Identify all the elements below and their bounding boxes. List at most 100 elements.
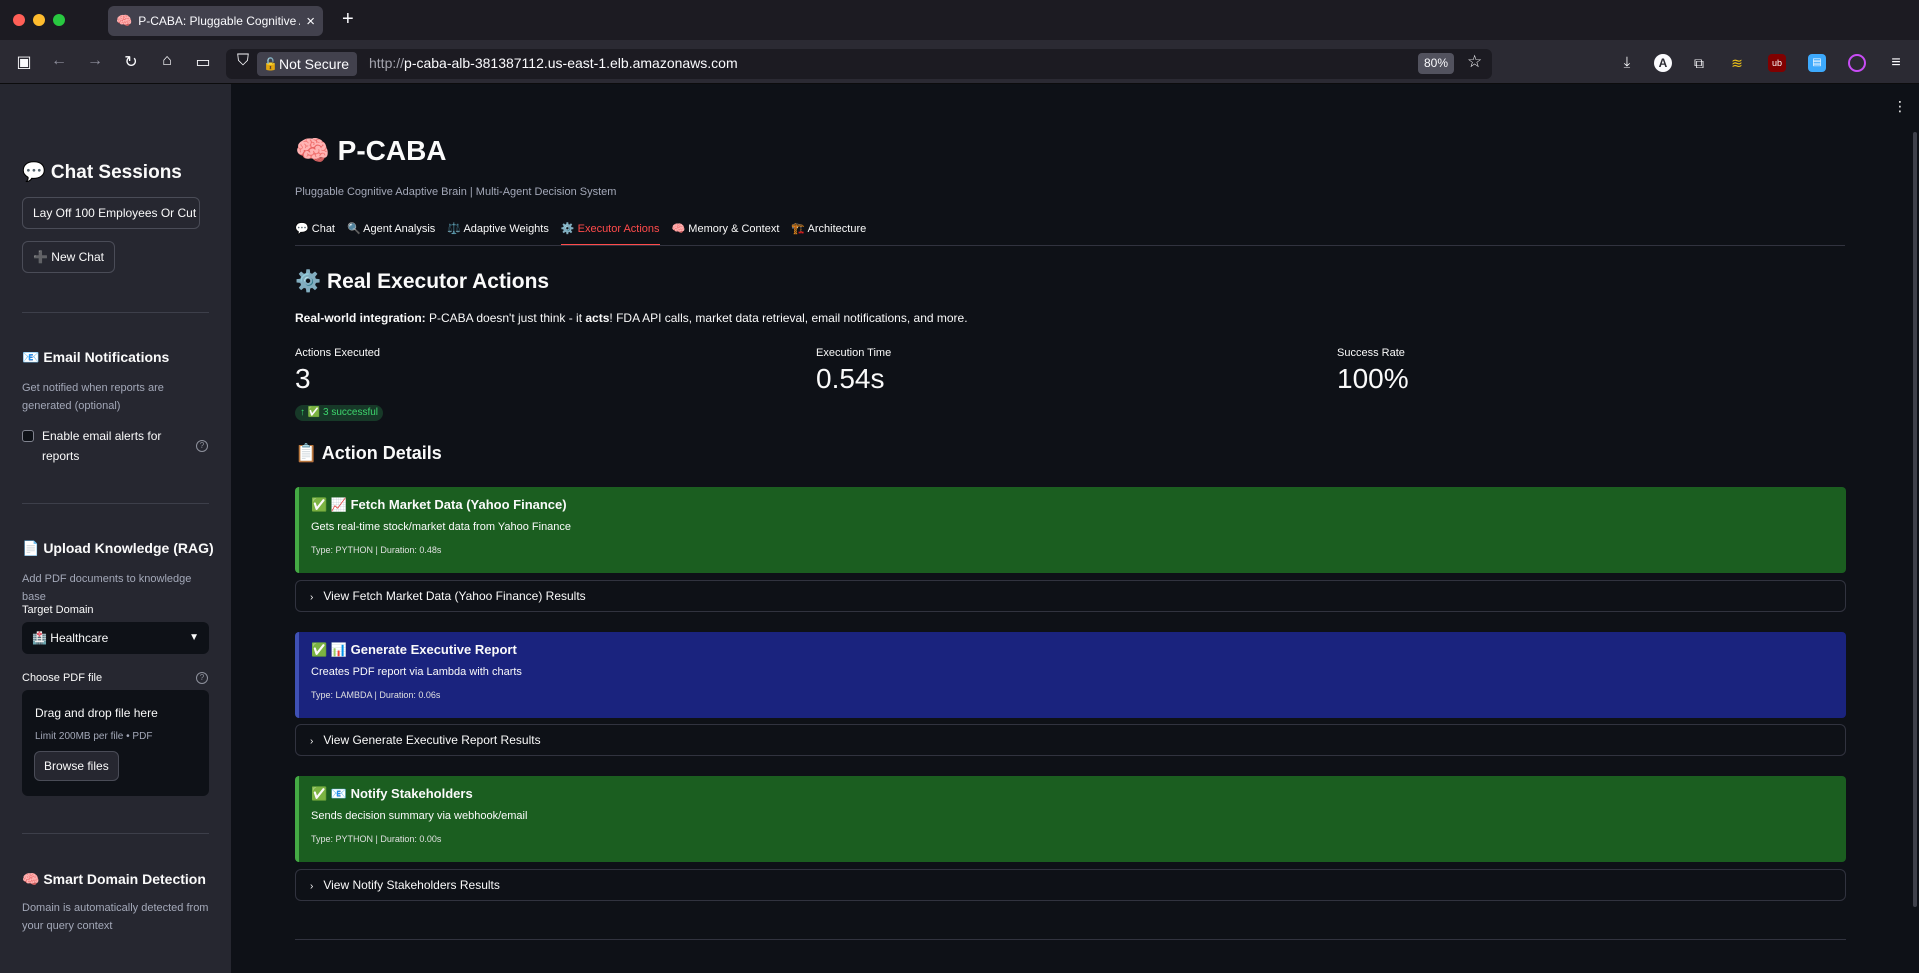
action-description: Creates PDF report via Lambda with chart… [311, 666, 522, 678]
ublock-icon[interactable]: ub [1768, 54, 1786, 72]
divider [295, 939, 1846, 940]
help-icon[interactable]: ? [196, 440, 208, 452]
zoom-level[interactable]: 80% [1418, 53, 1455, 74]
divider [22, 833, 209, 834]
session-item[interactable]: Lay Off 100 Employees Or Cut [22, 197, 200, 229]
action-meta: Type: PYTHON | Duration: 0.48s [311, 545, 442, 555]
close-tab-icon[interactable]: × [306, 12, 315, 30]
dropzone-title: Drag and drop file here [35, 706, 158, 720]
lock-warning-icon: 🔓 [263, 57, 278, 71]
tab-architecture[interactable]: 🏗️ Architecture [791, 223, 867, 235]
metric-label-actions: Actions Executed [295, 347, 380, 359]
divider [22, 503, 209, 504]
sidebar [0, 84, 231, 973]
chevron-right-icon: › [310, 736, 314, 747]
browser-tab[interactable]: 🧠 P-CABA: Pluggable Cognitive Ad × [108, 6, 323, 36]
download-icon[interactable]: ⤓ [1623, 54, 1631, 71]
window-minimize-button[interactable] [33, 14, 45, 26]
file-dropzone[interactable]: Drag and drop file here Limit 200MB per … [22, 690, 209, 796]
tab-agent-analysis[interactable]: 🔍 Agent Analysis [347, 223, 436, 235]
sidebar-toggle-icon[interactable]: ▣ [16, 54, 32, 71]
chat-sessions-title: 💬 Chat Sessions [22, 162, 182, 183]
tab-list: 💬 Chat 🔍 Agent Analysis ⚖️ Adaptive Weig… [295, 214, 878, 246]
expander-label: View Generate Executive Report Results [323, 733, 541, 747]
results-expander[interactable]: › View Generate Executive Report Results [295, 724, 1846, 756]
color-extension-icon[interactable] [1848, 54, 1866, 72]
action-meta: Type: PYTHON | Duration: 0.00s [311, 834, 442, 844]
target-domain-select[interactable]: 🏥 Healthcare ▼ [22, 622, 209, 654]
menu-icon[interactable]: ≡ [1891, 54, 1901, 71]
shield-icon[interactable]: ⛉ [236, 52, 249, 69]
scrollbar[interactable] [1913, 132, 1917, 907]
reload-icon[interactable]: ↻ [124, 54, 138, 71]
save-extension-icon[interactable]: ▤ [1808, 54, 1826, 72]
action-card: ✅ 📊 Generate Executive Report Creates PD… [295, 632, 1846, 718]
metric-delta-badge: ↑ ✅ 3 successful [295, 405, 384, 421]
action-meta: Type: LAMBDA | Duration: 0.06s [311, 690, 441, 700]
help-icon[interactable]: ? [196, 672, 208, 684]
expander-label: View Notify Stakeholders Results [323, 878, 500, 892]
page-subtitle: Pluggable Cognitive Adaptive Brain | Mul… [295, 186, 617, 198]
brain-icon: 🧠 [116, 13, 133, 28]
expander-label: View Fetch Market Data (Yahoo Finance) R… [323, 589, 586, 603]
upload-knowledge-title: 📄 Upload Knowledge (RAG) [22, 540, 214, 556]
results-expander[interactable]: › View Fetch Market Data (Yahoo Finance) … [295, 580, 1846, 612]
target-domain-label: Target Domain [22, 604, 94, 616]
intro-text: Real-world integration: P-CABA doesn't j… [295, 311, 968, 325]
forward-icon[interactable]: → [87, 52, 103, 69]
browse-files-button[interactable]: Browse files [34, 751, 119, 781]
chevron-right-icon: › [310, 592, 314, 603]
metric-value-success: 100% [1337, 363, 1409, 394]
email-alerts-checkbox[interactable] [22, 430, 34, 442]
metric-value-time: 0.54s [816, 363, 885, 394]
more-options-icon[interactable]: ⋮ [1893, 98, 1907, 114]
choose-pdf-label: Choose PDF file [22, 672, 103, 684]
metric-label-success: Success Rate [1337, 347, 1405, 359]
page-title: 🧠 P-CABA [295, 135, 447, 166]
tabs-divider [295, 245, 1845, 246]
results-expander[interactable]: › View Notify Stakeholders Results [295, 869, 1846, 901]
window-close-button[interactable] [13, 14, 25, 26]
url-bar[interactable] [226, 49, 1492, 79]
action-description: Gets real-time stock/market data from Ya… [311, 521, 572, 533]
action-card: ✅ 📧 Notify Stakeholders Sends decision s… [295, 776, 1846, 862]
action-details-title: 📋 Action Details [295, 443, 442, 463]
tab-adaptive-weights[interactable]: ⚖️ Adaptive Weights [447, 223, 549, 235]
upload-caption: Add PDF documents to knowledge base [22, 573, 192, 603]
account-icon[interactable]: A [1654, 54, 1672, 72]
email-alerts-label[interactable]: Enable email alerts for reports [42, 429, 162, 463]
email-caption: Get notified when reports are generated … [22, 382, 164, 412]
section-title: ⚙️ Real Executor Actions [295, 270, 550, 293]
window-zoom-button[interactable] [53, 14, 65, 26]
tab-executor-actions[interactable]: ⚙️ Executor Actions [560, 214, 660, 246]
divider [22, 312, 209, 313]
folder-icon[interactable]: ▭ [195, 54, 211, 71]
metric-label-time: Execution Time [816, 347, 892, 359]
action-title: ✅ 📈 Fetch Market Data (Yahoo Finance) [311, 497, 567, 512]
smart-domain-title: 🧠 Smart Domain Detection [22, 871, 206, 887]
action-description: Sends decision summary via webhook/email [311, 810, 528, 822]
chevron-down-icon: ▼ [189, 632, 199, 643]
back-icon[interactable]: ← [51, 52, 67, 69]
home-icon[interactable]: ⌂ [162, 52, 172, 69]
tab-title: P-CABA: Pluggable Cognitive Ad [138, 14, 301, 28]
action-title: ✅ 📊 Generate Executive Report [311, 642, 517, 657]
extensions-icon[interactable]: ⧉ [1694, 55, 1704, 71]
email-notifications-title: 📧 Email Notifications [22, 349, 170, 365]
new-tab-icon[interactable]: + [342, 8, 354, 30]
target-domain-value: 🏥 Healthcare [32, 631, 109, 645]
action-title: ✅ 📧 Notify Stakeholders [311, 786, 473, 801]
metric-value-actions: 3 [295, 363, 311, 394]
action-card: ✅ 📈 Fetch Market Data (Yahoo Finance) Ge… [295, 487, 1846, 573]
bookmark-star-icon[interactable]: ☆ [1467, 52, 1483, 71]
layers-extension-icon[interactable]: ≋ [1731, 55, 1743, 71]
smart-domain-caption: Domain is automatically detected from yo… [22, 902, 209, 932]
new-chat-button[interactable]: ➕ New Chat [22, 241, 115, 273]
tab-chat[interactable]: 💬 Chat [295, 223, 335, 235]
tab-memory-context[interactable]: 🧠 Memory & Context [671, 223, 780, 235]
security-label: Not Secure [279, 56, 350, 72]
security-indicator[interactable]: 🔓 Not Secure [257, 52, 358, 76]
dropzone-limit: Limit 200MB per file • PDF [35, 731, 153, 742]
url-text[interactable]: http://p-caba-alb-381387112.us-east-1.el… [369, 55, 738, 71]
chevron-right-icon: › [310, 881, 314, 892]
